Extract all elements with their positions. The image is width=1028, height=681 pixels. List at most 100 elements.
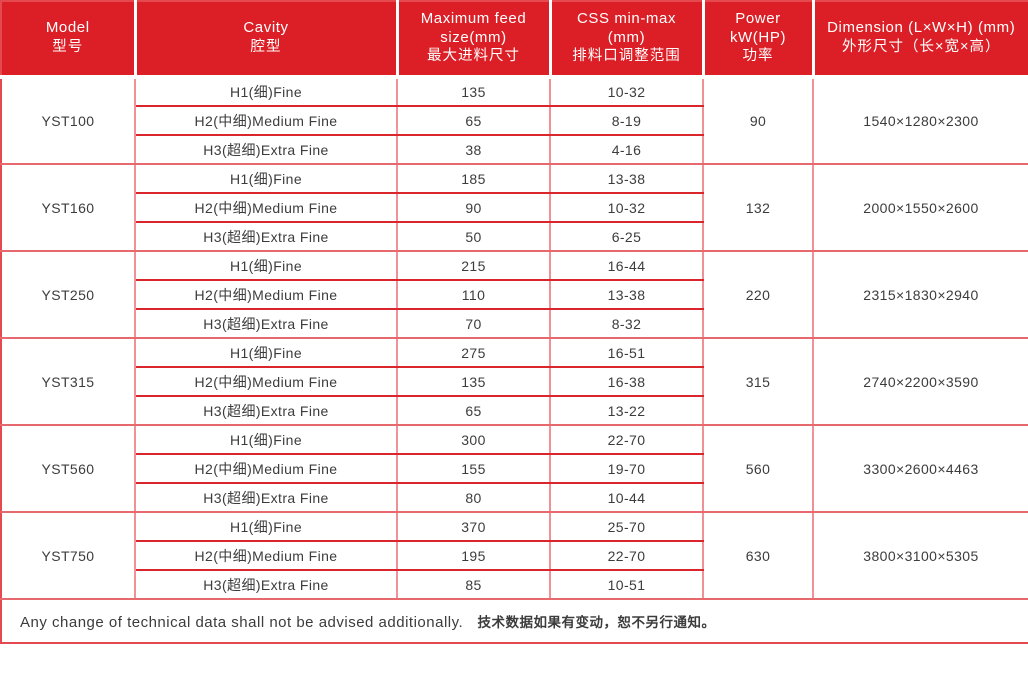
col-header-css-range: CSS min-max (mm) 排料口调整范围 — [548, 1, 703, 79]
feed-size-cell: 90 — [397, 193, 551, 223]
cavity-cell: H3(超细)Extra Fine — [135, 222, 398, 252]
cavity-cell: H2(中细)Medium Fine — [135, 454, 398, 484]
feed-size-cell: 215 — [397, 251, 551, 281]
power-cell: 630 — [703, 512, 814, 600]
cavity-cell: H2(中细)Medium Fine — [135, 541, 398, 571]
feed-size-cell: 300 — [397, 425, 551, 455]
cavity-cell: H2(中细)Medium Fine — [135, 367, 398, 397]
footer-row: Any change of technical data shall not b… — [1, 598, 1028, 643]
power-cell: 315 — [703, 338, 814, 426]
cavity-cell: H2(中细)Medium Fine — [135, 280, 398, 310]
model-cell: YST100 — [1, 77, 136, 165]
feed-size-cell: 135 — [397, 77, 551, 107]
table-row: H2(中细)Medium Fine 90 10-32 — [1, 193, 1028, 223]
table-row: YST750 H1(细)Fine 370 25-70 630 3800×3100… — [1, 512, 1028, 600]
css-range-cell: 22-70 — [550, 425, 704, 455]
table-row: YST160 H1(细)Fine 185 13-38 132 2000×1550… — [1, 164, 1028, 252]
header-label-zh: 腔型 — [250, 39, 282, 56]
feed-size-cell: 195 — [397, 541, 551, 571]
footer-note-en: Any change of technical data shall not b… — [20, 614, 464, 631]
table-row: H2(中细)Medium Fine 110 13-38 — [1, 280, 1028, 310]
header-label-en: Dimension (L×W×H) (mm) — [827, 19, 1016, 37]
cavity-cell: H3(超细)Extra Fine — [135, 309, 398, 339]
feed-size-cell: 65 — [397, 106, 551, 136]
css-range-cell: 8-19 — [550, 106, 704, 136]
dimension-cell: 3800×3100×5305 — [813, 512, 1028, 600]
table-row: H2(中细)Medium Fine 155 19-70 — [1, 454, 1028, 484]
table-row: H3(超细)Extra Fine 85 10-51 — [1, 570, 1028, 600]
model-cell: YST750 — [1, 512, 136, 600]
col-header-dimension: Dimension (L×W×H) (mm) 外形尺寸（长×宽×高） — [811, 1, 1028, 79]
table-row: YST315 H1(细)Fine 275 16-51 315 2740×2200… — [1, 338, 1028, 426]
header-label-zh: 功率 — [742, 48, 774, 65]
header-label-zh: 型号 — [52, 39, 84, 56]
table-row: H2(中细)Medium Fine 195 22-70 — [1, 541, 1028, 571]
header-label-en: Model — [45, 19, 90, 37]
col-header-cavity: Cavity 腔型 — [133, 1, 397, 79]
css-range-cell: 10-32 — [550, 193, 704, 223]
dimension-cell: 2740×2200×3590 — [813, 338, 1028, 426]
feed-size-cell: 185 — [397, 164, 551, 194]
feed-size-cell: 85 — [397, 570, 551, 600]
header-row: Model 型号 Cavity 腔型 Maximum feed size(mm)… — [1, 1, 1028, 79]
cavity-cell: H2(中细)Medium Fine — [135, 193, 398, 223]
feed-size-cell: 65 — [397, 396, 551, 426]
cavity-cell: H3(超细)Extra Fine — [135, 135, 398, 165]
table-row: H3(超细)Extra Fine 80 10-44 — [1, 483, 1028, 513]
model-cell: YST560 — [1, 425, 136, 513]
css-range-cell: 25-70 — [550, 512, 704, 542]
table-row: H3(超细)Extra Fine 70 8-32 — [1, 309, 1028, 339]
footer-note-zh: 技术数据如果有变动，恕不另行通知。 — [477, 615, 716, 630]
cavity-cell: H2(中细)Medium Fine — [135, 106, 398, 136]
header-label-en: CSS min-max (mm) — [576, 9, 677, 46]
power-cell: 560 — [703, 425, 814, 513]
power-cell: 220 — [703, 251, 814, 339]
cavity-cell: H3(超细)Extra Fine — [135, 570, 398, 600]
feed-size-cell: 370 — [397, 512, 551, 542]
dimension-cell: 2315×1830×2940 — [813, 251, 1028, 339]
css-range-cell: 16-51 — [550, 338, 704, 368]
power-cell: 132 — [703, 164, 814, 252]
header-label-zh: 最大进料尺寸 — [427, 48, 520, 65]
table-row: YST560 H1(细)Fine 300 22-70 560 3300×2600… — [1, 425, 1028, 513]
cavity-cell: H3(超细)Extra Fine — [135, 396, 398, 426]
table-row: H3(超细)Extra Fine 50 6-25 — [1, 222, 1028, 252]
css-range-cell: 13-38 — [550, 280, 704, 310]
power-cell: 90 — [703, 77, 814, 165]
css-range-cell: 16-38 — [550, 367, 704, 397]
dimension-cell: 3300×2600×4463 — [813, 425, 1028, 513]
feed-size-cell: 38 — [397, 135, 551, 165]
table-row: H3(超细)Extra Fine 65 13-22 — [1, 396, 1028, 426]
table-row: H2(中细)Medium Fine 135 16-38 — [1, 367, 1028, 397]
feed-size-cell: 80 — [397, 483, 551, 513]
dimension-cell: 1540×1280×2300 — [813, 77, 1028, 165]
feed-size-cell: 135 — [397, 367, 551, 397]
feed-size-cell: 275 — [397, 338, 551, 368]
cavity-cell: H1(细)Fine — [135, 512, 398, 542]
cavity-cell: H1(细)Fine — [135, 77, 398, 107]
css-range-cell: 10-32 — [550, 77, 704, 107]
css-range-cell: 19-70 — [550, 454, 704, 484]
header-label-en: Cavity — [243, 19, 289, 37]
table-row: H3(超细)Extra Fine 38 4-16 — [1, 135, 1028, 165]
css-range-cell: 8-32 — [550, 309, 704, 339]
feed-size-cell: 50 — [397, 222, 551, 252]
cavity-cell: H1(细)Fine — [135, 251, 398, 281]
css-range-cell: 6-25 — [550, 222, 704, 252]
model-cell: YST250 — [1, 251, 136, 339]
css-range-cell: 22-70 — [550, 541, 704, 571]
cavity-cell: H1(细)Fine — [135, 164, 398, 194]
cavity-cell: H3(超细)Extra Fine — [135, 483, 398, 513]
header-label-zh: 外形尺寸（长×宽×高） — [842, 39, 1001, 56]
model-cell: YST160 — [1, 164, 136, 252]
header-label-en: Power kW(HP) — [729, 9, 787, 46]
spec-table: Model 型号 Cavity 腔型 Maximum feed size(mm)… — [0, 0, 1028, 644]
feed-size-cell: 155 — [397, 454, 551, 484]
col-header-max-feed-size: Maximum feed size(mm) 最大进料尺寸 — [395, 1, 550, 79]
cavity-cell: H1(细)Fine — [135, 338, 398, 368]
table-row: YST250 H1(细)Fine 215 16-44 220 2315×1830… — [1, 251, 1028, 339]
feed-size-cell: 110 — [397, 280, 551, 310]
css-range-cell: 10-51 — [550, 570, 704, 600]
table-row: YST100 H1(细)Fine 135 10-32 90 1540×1280×… — [1, 77, 1028, 165]
css-range-cell: 4-16 — [550, 135, 704, 165]
